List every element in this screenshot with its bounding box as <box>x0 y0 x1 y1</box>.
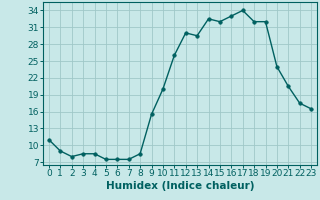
X-axis label: Humidex (Indice chaleur): Humidex (Indice chaleur) <box>106 181 254 191</box>
